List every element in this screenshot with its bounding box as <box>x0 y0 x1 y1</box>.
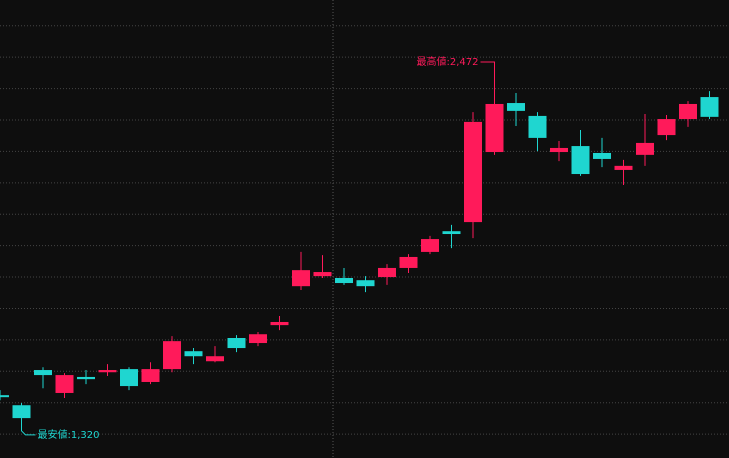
candle-body <box>356 280 375 287</box>
candle-body <box>141 369 160 382</box>
candle-body <box>335 278 353 284</box>
candle-body <box>249 334 267 344</box>
candle-body <box>421 239 439 252</box>
high-leader <box>480 61 495 68</box>
candle-body <box>0 395 9 398</box>
candle-body <box>550 147 568 153</box>
candle-body <box>700 97 719 117</box>
candle-body <box>399 256 418 268</box>
candle-body <box>614 165 633 170</box>
candle-body <box>120 369 138 387</box>
candle-body <box>34 370 52 376</box>
candle-body <box>442 231 461 235</box>
annotations: 最高値:2,472 最安値:1,320 <box>21 55 495 441</box>
candle-body <box>184 351 203 357</box>
candle-body <box>657 119 676 136</box>
candle-body <box>313 272 332 277</box>
grid <box>0 25 729 435</box>
candle-body <box>98 370 117 373</box>
candle-body <box>77 376 95 380</box>
candle-body <box>163 341 181 370</box>
candle-body <box>206 356 224 362</box>
candle-body <box>507 103 525 111</box>
candle-body <box>593 152 611 159</box>
candle-body <box>270 321 289 326</box>
candle-body <box>485 103 504 153</box>
candle-body <box>55 375 74 393</box>
candle-body <box>636 142 654 155</box>
candle-body <box>378 267 396 278</box>
candle-body <box>571 146 590 175</box>
candle-body <box>679 103 697 120</box>
low-leader <box>21 425 36 436</box>
candle-body <box>528 115 547 138</box>
candles <box>0 65 719 428</box>
candle-body <box>292 270 310 287</box>
candle-body <box>227 338 246 349</box>
candle-body <box>12 405 31 419</box>
high-annotation: 最高値:2,472 <box>417 55 479 68</box>
candle-body <box>464 121 482 223</box>
low-annotation: 最安値:1,320 <box>38 428 100 441</box>
